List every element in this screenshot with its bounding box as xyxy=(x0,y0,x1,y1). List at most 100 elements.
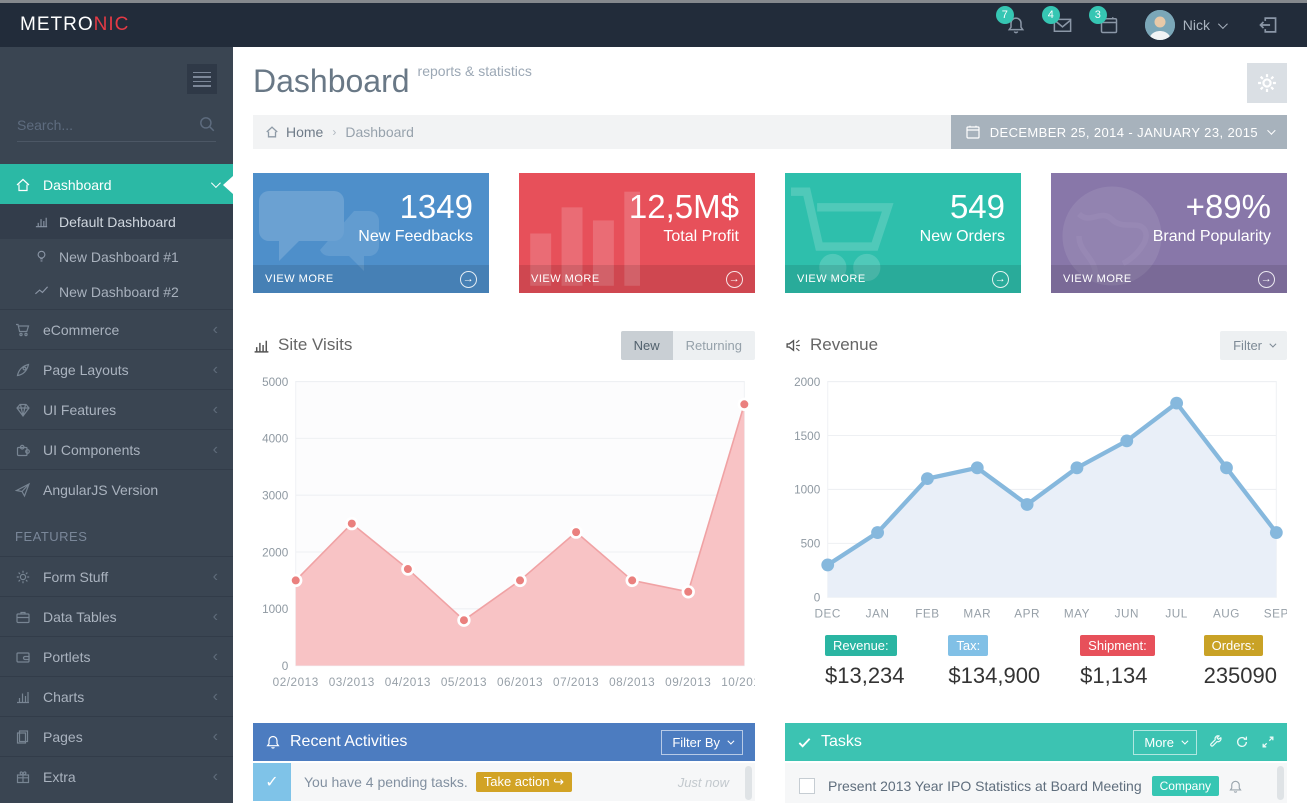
sidebar-item-label: Pages xyxy=(43,729,83,745)
sidebar-item-label: UI Components xyxy=(43,442,140,458)
date-range-picker[interactable]: DECEMBER 25, 2014 - JANUARY 23, 2015 xyxy=(951,115,1287,149)
arrow-right-icon: → xyxy=(992,271,1009,288)
filter-by-button[interactable]: Filter By xyxy=(661,730,743,755)
stats-row: 1349 New Feedbacks VIEW MORE → 12,5M$ To… xyxy=(253,173,1287,293)
check-icon: ✓ xyxy=(253,763,291,801)
search-input[interactable] xyxy=(17,111,216,142)
chevron-left-icon: ‹ xyxy=(213,322,218,338)
sidebar-subitem-label: New Dashboard #2 xyxy=(59,284,179,300)
notifications-button[interactable]: 7 xyxy=(1006,15,1026,35)
app-logo[interactable]: METRONIC xyxy=(0,14,233,36)
stat-card-total-profit[interactable]: 12,5M$ Total Profit VIEW MORE → xyxy=(519,173,755,293)
bar-chart-icon xyxy=(15,689,31,705)
sidebar-item-angularjs-version[interactable]: AngularJS Version xyxy=(0,469,233,509)
sidebar-item-ui-components[interactable]: UI Components ‹ xyxy=(0,429,233,469)
wallet-icon xyxy=(15,649,31,665)
shipment-value: $1,134 xyxy=(1080,663,1163,689)
chevron-left-icon: ‹ xyxy=(213,609,218,625)
view-more-link[interactable]: VIEW MORE → xyxy=(253,265,489,293)
sidebar-item-data-tables[interactable]: Data Tables ‹ xyxy=(0,596,233,636)
logout-button[interactable] xyxy=(1257,14,1279,36)
home-icon xyxy=(265,125,279,139)
scrollbar-thumb[interactable] xyxy=(1277,766,1284,800)
refresh-icon[interactable] xyxy=(1235,735,1249,749)
gear-icon xyxy=(1256,72,1278,94)
more-button[interactable]: More xyxy=(1133,730,1197,755)
task-row[interactable]: Present 2013 Year IPO Statistics at Boar… xyxy=(785,763,1287,803)
sidebar-subitem-new-dashboard-1[interactable]: New Dashboard #1 xyxy=(0,239,233,274)
panel-title: Recent Activities xyxy=(290,733,407,751)
sidebar-item-pages[interactable]: Pages ‹ xyxy=(0,716,233,756)
sidebar-item-label: AngularJS Version xyxy=(43,482,158,498)
sidebar-toggler-button[interactable] xyxy=(187,64,217,94)
stat-card-new-orders[interactable]: 549 New Orders VIEW MORE → xyxy=(785,173,1021,293)
sidebar-item-charts[interactable]: Charts ‹ xyxy=(0,676,233,716)
sidebar-subitem-default-dashboard[interactable]: Default Dashboard xyxy=(0,204,233,239)
sidebar-item-extra[interactable]: Extra ‹ xyxy=(0,756,233,796)
stat-card-brand-popularity[interactable]: +89% Brand Popularity VIEW MORE → xyxy=(1051,173,1287,293)
take-action-button[interactable]: Take action ↪ xyxy=(476,772,572,792)
orders-summary-item: Orders: 235090 xyxy=(1164,635,1287,689)
user-menu[interactable]: Nick xyxy=(1145,10,1225,40)
svg-text:04/2013: 04/2013 xyxy=(385,676,431,689)
task-checkbox[interactable] xyxy=(799,778,815,794)
sidebar-subitem-new-dashboard-2[interactable]: New Dashboard #2 xyxy=(0,274,233,309)
sidebar-item-form-stuff[interactable]: Form Stuff ‹ xyxy=(0,556,233,596)
sidebar-item-page-layouts[interactable]: Page Layouts ‹ xyxy=(0,349,233,389)
toggle-returning-button[interactable]: Returning xyxy=(673,331,755,360)
revenue-filter-button[interactable]: Filter xyxy=(1220,331,1287,360)
expand-icon[interactable] xyxy=(1261,735,1275,749)
activity-row[interactable]: ✓ You have 4 pending tasks. Take action … xyxy=(253,763,755,801)
breadcrumb-current: Dashboard xyxy=(345,124,414,140)
tax-summary-item: Tax: $134,900 xyxy=(908,635,1040,689)
task-tag: Company xyxy=(1152,776,1219,796)
notifications-badge: 7 xyxy=(996,6,1014,24)
sidebar-item-dashboard[interactable]: Dashboard xyxy=(0,164,233,204)
breadcrumb-home-link[interactable]: Home xyxy=(286,124,323,140)
bar-chart-icon xyxy=(34,214,49,229)
chevron-down-icon xyxy=(211,178,221,188)
view-more-link[interactable]: VIEW MORE → xyxy=(1051,265,1287,293)
sidebar-item-ui-features[interactable]: UI Features ‹ xyxy=(0,389,233,429)
stat-card-new-feedbacks[interactable]: 1349 New Feedbacks VIEW MORE → xyxy=(253,173,489,293)
page-title: Dashboard xyxy=(253,63,410,100)
stat-value: 12,5M$ xyxy=(535,189,739,225)
rocket-icon xyxy=(15,362,31,378)
todos-button[interactable]: 3 xyxy=(1099,15,1119,35)
sidebar-item-portlets[interactable]: Portlets ‹ xyxy=(0,636,233,676)
chevron-down-icon xyxy=(1269,340,1276,347)
activity-time: Just now xyxy=(678,775,729,790)
chevron-down-icon xyxy=(1218,19,1228,29)
gear-icon xyxy=(15,569,31,585)
wrench-icon[interactable] xyxy=(1209,735,1223,749)
svg-text:4000: 4000 xyxy=(262,433,289,446)
bar-chart-icon xyxy=(253,337,270,354)
chevron-left-icon: ‹ xyxy=(213,362,218,378)
view-more-label: VIEW MORE xyxy=(531,273,600,285)
briefcase-icon xyxy=(15,609,31,625)
bulb-icon xyxy=(34,249,49,264)
bell-icon[interactable] xyxy=(1228,779,1243,794)
site-visits-chart: 01000200030004000500002/201303/201304/20… xyxy=(253,373,755,693)
arrow-right-icon: → xyxy=(1258,271,1275,288)
bell-icon xyxy=(265,734,281,750)
svg-text:SEP: SEP xyxy=(1264,608,1287,621)
svg-text:07/2013: 07/2013 xyxy=(553,676,599,689)
search-icon[interactable] xyxy=(198,115,216,133)
arrow-right-icon: → xyxy=(726,271,743,288)
task-text: Present 2013 Year IPO Statistics at Boar… xyxy=(828,778,1142,794)
sidebar-item-ecommerce[interactable]: eCommerce ‹ xyxy=(0,309,233,349)
filter-label: Filter xyxy=(1233,338,1262,353)
svg-text:09/2013: 09/2013 xyxy=(665,676,711,689)
orders-value: 235090 xyxy=(1204,663,1287,689)
scrollbar-thumb[interactable] xyxy=(745,766,752,800)
more-label: More xyxy=(1144,735,1174,750)
toggle-new-button[interactable]: New xyxy=(621,331,673,360)
messages-button[interactable]: 4 xyxy=(1052,15,1073,35)
page-settings-button[interactable] xyxy=(1247,63,1287,103)
sidebar-item-label: Data Tables xyxy=(43,609,117,625)
revenue-summary-item: Revenue: $13,234 xyxy=(785,635,908,689)
view-more-link[interactable]: VIEW MORE → xyxy=(519,265,755,293)
view-more-link[interactable]: VIEW MORE → xyxy=(785,265,1021,293)
calendar-icon xyxy=(965,124,981,140)
